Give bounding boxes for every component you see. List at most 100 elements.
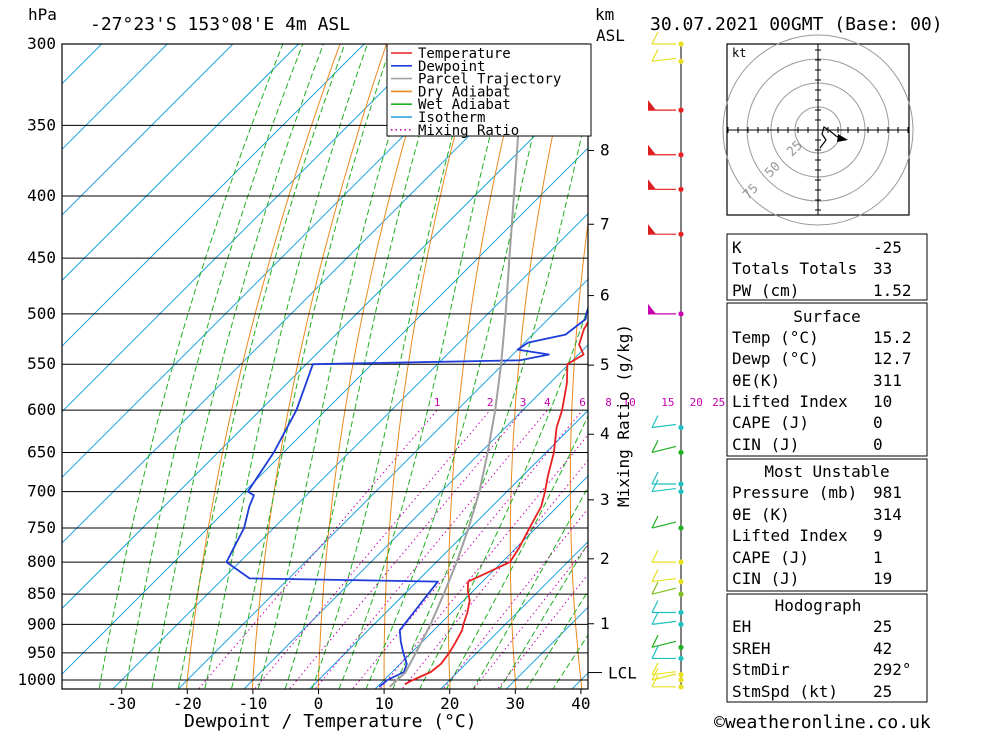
wind-barb	[651, 49, 684, 64]
dry-adiabat-line	[943, 8, 1000, 706]
wind-barb	[651, 674, 684, 690]
index-tt-value: 33	[873, 259, 892, 278]
surface-cape-label: CAPE (J)	[732, 413, 809, 432]
wind-level-marker	[678, 481, 684, 487]
wind-barb	[651, 471, 684, 487]
indices-general-frame	[726, 233, 928, 301]
pressure-tick-label: 750	[27, 518, 56, 537]
mu-title: Most Unstable	[764, 462, 889, 481]
wind-barb	[651, 31, 684, 47]
mu-li-label: Lifted Index	[732, 526, 848, 545]
indices-surface-frame	[726, 302, 928, 457]
wind-barb-tick	[651, 612, 659, 625]
mixing-ratio-line	[401, 459, 588, 689]
isotherm-line	[62, 44, 365, 347]
wind-barb	[651, 549, 684, 565]
isotherm-line	[62, 147, 588, 675]
legend-label: Mixing Ratio	[418, 123, 519, 139]
isotherm-line	[62, 44, 431, 413]
wind-shaft	[651, 577, 677, 583]
wind-barb	[651, 415, 684, 431]
x-axis-label: Dewpoint / Temperature (°C)	[184, 711, 477, 732]
isotherm-line	[62, 44, 169, 151]
wind-barb	[651, 440, 684, 456]
index-pw-value: 1.52	[873, 281, 912, 300]
hodo-sreh-value: 42	[873, 639, 892, 658]
mu-pressure-value: 981	[873, 483, 902, 502]
indices-general-box: K -25 Totals Totals 33 PW (cm) 1.52	[726, 233, 928, 301]
pressure-tick-label: 650	[27, 442, 56, 461]
wind-level-marker	[678, 58, 684, 64]
wind-barb	[651, 612, 684, 627]
mu-cape-label: CAPE (J)	[732, 548, 809, 567]
mixing-ratio-labels: 1 2 3 4 6 8 10 15 20 25	[434, 396, 726, 409]
dry-adiabat-line	[317, 44, 434, 689]
isotherm-line	[308, 409, 588, 689]
wet-adiabat-line	[151, 44, 324, 689]
wind-barb	[648, 224, 684, 237]
wind-flag	[648, 100, 656, 111]
wind-barb-tick	[651, 662, 659, 675]
wind-barb	[651, 646, 684, 662]
wind-barb	[648, 100, 684, 113]
wind-level-marker	[678, 621, 684, 627]
temperature-tick-labels: -30 -20 -10 0 10 20 30 40	[107, 689, 591, 713]
wind-level-marker	[678, 488, 684, 495]
mixing-ratio-label: 20	[690, 396, 703, 409]
hodograph-unit: kt	[732, 46, 746, 60]
mixing-ratio-line	[351, 409, 583, 689]
surface-dewp-label: Dewp (°C)	[732, 349, 819, 368]
wind-level-marker	[678, 152, 684, 158]
wind-barb	[651, 515, 684, 531]
wind-barb	[651, 569, 684, 585]
wind-level-marker	[678, 672, 684, 678]
wet-adiabat-line	[392, 106, 588, 689]
wind-level-marker	[678, 559, 684, 565]
dry-adiabat-lines	[185, 8, 1000, 706]
location-title: -27°23'S 153°08'E 4m ASL	[90, 14, 350, 35]
height-tick-label: 7	[600, 214, 610, 233]
mixing-ratio-line	[379, 434, 588, 689]
wind-level-marker	[678, 41, 684, 47]
legend-label: Wet Adiabat	[418, 97, 511, 113]
wind-barb	[651, 600, 684, 616]
wet-adiabat-line	[177, 44, 346, 689]
wind-barb-tick	[651, 471, 659, 485]
mixing-ratio-label: 8	[605, 396, 612, 409]
wind-level-marker	[678, 684, 684, 690]
isotherm-line	[111, 212, 588, 689]
wind-shaft	[651, 640, 677, 648]
mu-cin-value: 19	[873, 569, 892, 588]
height-unit-km: km	[595, 5, 614, 24]
wet-adiabat-line	[419, 305, 588, 689]
wet-adiabat-line	[98, 44, 284, 689]
wet-adiabat-line	[284, 44, 447, 689]
pressure-tick-label: 950	[27, 643, 56, 662]
isotherm-line	[62, 44, 234, 216]
mixing-ratio-label: 15	[661, 396, 674, 409]
indices-most-unstable-box: Most Unstable Pressure (mb) 981 θE (K) 3…	[726, 458, 928, 592]
mu-thetae-label: θE (K)	[732, 505, 790, 524]
wind-shaft	[651, 487, 677, 493]
wind-shaft	[651, 57, 677, 62]
indices-hodograph-box: Hodograph EH 25 SREH 42 StmDir 292° StmS…	[726, 593, 928, 703]
isotherm-line	[177, 278, 588, 689]
isotherm-line	[243, 344, 588, 689]
height-tick-label: 6	[600, 286, 610, 305]
dry-adiabat-line	[251, 44, 388, 689]
legend-label: Parcel Trajectory	[418, 72, 561, 88]
mixing-ratio-line	[288, 409, 524, 689]
mu-li-value: 9	[873, 526, 883, 545]
wind-flag	[648, 179, 656, 190]
legend-label: Temperature	[418, 46, 511, 62]
wind-barb-tick	[651, 600, 659, 613]
height-tick-labels: 1 2 3 4 5 6 7 8 LCL	[588, 140, 637, 683]
mixing-ratio-label: 1	[434, 396, 441, 409]
parcel-trajectory-line	[389, 44, 536, 688]
plot-frame	[61, 43, 589, 690]
x-tick-label: 0	[314, 694, 324, 713]
pressure-tick-label: 850	[27, 584, 56, 603]
hodograph: kt 25 50 75	[722, 34, 914, 226]
